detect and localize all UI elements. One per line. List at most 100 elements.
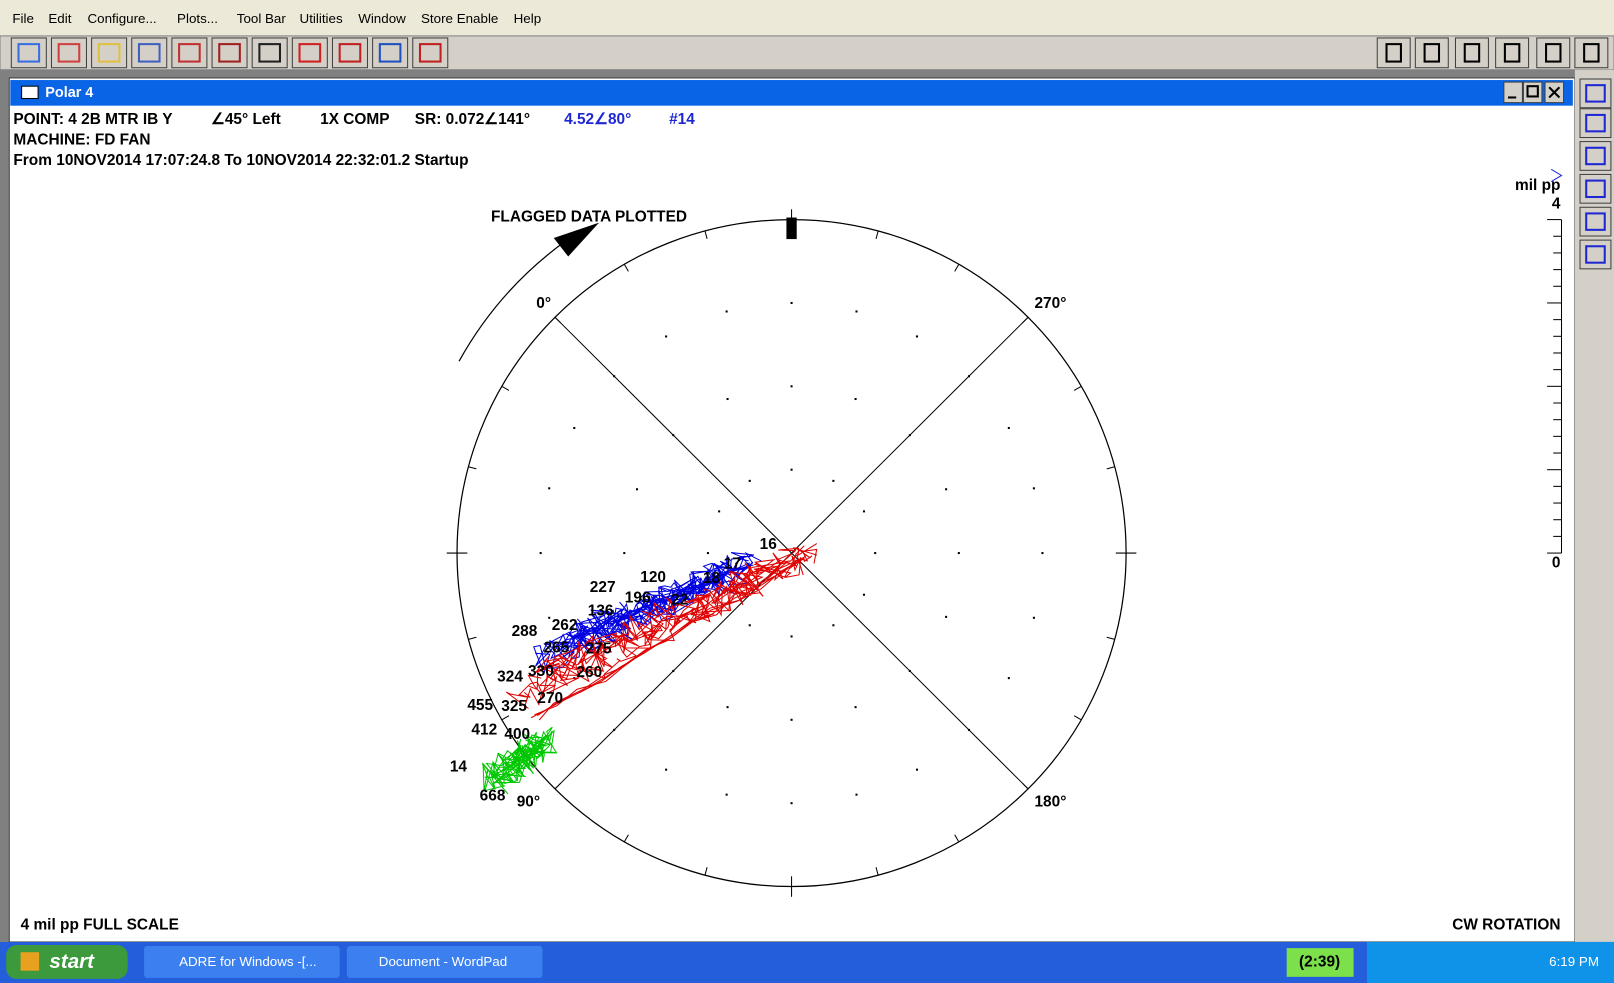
minimize-button[interactable] xyxy=(1503,81,1523,104)
axis-line xyxy=(554,316,1029,790)
grid-dot xyxy=(665,768,668,771)
grid-dot xyxy=(1032,487,1035,490)
point-label: 262 xyxy=(552,617,578,634)
trace xyxy=(570,562,730,639)
side-button[interactable] xyxy=(1579,78,1612,109)
side-button[interactable] xyxy=(1579,141,1612,171)
trace xyxy=(484,729,555,792)
circle-tick xyxy=(623,834,629,843)
tool-button[interactable] xyxy=(131,37,168,69)
scale-unit: mil pp xyxy=(1515,177,1560,194)
tool-button[interactable] xyxy=(331,37,368,69)
trace xyxy=(541,547,813,682)
point-label: 120 xyxy=(640,569,666,586)
grid-dot xyxy=(725,793,728,796)
menu-item[interactable]: Window xyxy=(358,11,406,26)
machine: MACHINE: FD FAN xyxy=(13,132,150,149)
grid-dot xyxy=(548,616,551,619)
plot-window xyxy=(8,77,1576,943)
scale-bar xyxy=(1547,219,1563,554)
circle-tick xyxy=(501,715,510,721)
grid-dot xyxy=(548,487,551,490)
circle-tick xyxy=(1021,782,1029,790)
point-label: 270 xyxy=(537,690,563,707)
circle-tick xyxy=(954,264,960,272)
tool-button[interactable] xyxy=(372,37,409,69)
point-name: POINT: 4 2B MTR IB Y xyxy=(13,111,173,128)
circle-tick xyxy=(623,264,629,272)
angle-label: 0° xyxy=(536,295,551,312)
grid-dot xyxy=(748,479,751,482)
flag-label: FLAGGED DATA PLOTTED xyxy=(491,209,687,226)
side-button[interactable] xyxy=(1579,173,1612,204)
side-button[interactable] xyxy=(1579,239,1612,270)
point-label: 18 xyxy=(703,570,721,587)
menu-item[interactable]: File xyxy=(12,11,34,26)
menu-item[interactable]: Help xyxy=(514,11,542,26)
grid-dot xyxy=(672,669,675,672)
tool-button[interactable] xyxy=(171,37,208,69)
tool-button[interactable] xyxy=(1414,37,1449,69)
mode: 1X COMP xyxy=(320,111,389,128)
menu-item[interactable]: Edit xyxy=(48,11,71,26)
task-button[interactable] xyxy=(346,946,543,978)
menu-item[interactable]: Store Enable xyxy=(421,11,498,26)
start-logo xyxy=(20,952,40,971)
point-label: 324 xyxy=(497,668,523,685)
tool-button[interactable] xyxy=(412,37,449,69)
tool-button[interactable] xyxy=(1536,37,1571,69)
clock: 6:19 PM xyxy=(1549,954,1599,969)
full-scale: 4 mil pp FULL SCALE xyxy=(21,917,179,934)
side-button[interactable] xyxy=(1579,206,1612,237)
side-button[interactable] xyxy=(1579,108,1612,139)
side-icon xyxy=(1585,84,1606,103)
point-label: 330 xyxy=(528,663,554,680)
grid-dot xyxy=(790,468,793,471)
grid-dot xyxy=(915,768,919,771)
tool-button[interactable] xyxy=(1454,37,1489,69)
grid-dot xyxy=(862,510,866,513)
task-button[interactable] xyxy=(144,946,340,978)
point-label: 400 xyxy=(504,726,530,743)
tool-button[interactable] xyxy=(1376,37,1411,69)
tool-button[interactable] xyxy=(10,37,47,69)
point-label: 260 xyxy=(576,664,602,681)
tool-button[interactable] xyxy=(211,37,248,69)
tool-button[interactable] xyxy=(50,37,87,69)
icon xyxy=(1526,85,1539,98)
grid-dot xyxy=(725,310,728,313)
menu-item[interactable]: Tool Bar xyxy=(237,11,287,26)
side-icon xyxy=(1585,179,1606,199)
point-label: 17 xyxy=(724,555,741,572)
grid-dot xyxy=(945,615,948,618)
scale-max: 4 xyxy=(1552,195,1561,212)
menu-item[interactable]: Plots... xyxy=(177,11,218,26)
grid-dot xyxy=(790,385,793,388)
scale-min: 0 xyxy=(1552,554,1561,571)
rotation-label: CW ROTATION xyxy=(1452,917,1560,934)
menu-item[interactable]: Configure... xyxy=(87,11,156,26)
tool-button[interactable] xyxy=(251,37,288,69)
side-icon xyxy=(1585,245,1606,264)
tool-button[interactable] xyxy=(91,37,128,69)
point-label: 455 xyxy=(467,697,493,714)
timer: (2:39) xyxy=(1299,954,1340,971)
polar-plot xyxy=(446,209,1137,897)
window-icon xyxy=(21,85,39,100)
tool-button[interactable] xyxy=(1495,37,1530,69)
tool-icon xyxy=(1463,43,1481,63)
circle-tick xyxy=(554,782,562,790)
trace xyxy=(538,554,808,721)
grid-dot xyxy=(862,593,866,596)
circle-tick xyxy=(468,466,477,470)
menu-item[interactable]: Utilities xyxy=(300,11,343,26)
grid-dot xyxy=(945,488,948,491)
tool-button[interactable] xyxy=(291,37,328,69)
grid-dot xyxy=(706,552,709,555)
circle-tick xyxy=(1106,466,1115,470)
trace xyxy=(527,543,818,694)
tool-button[interactable] xyxy=(1574,37,1609,69)
tool-icon xyxy=(378,43,402,63)
slow-roll: SR: 0.072∠141° xyxy=(415,111,530,128)
tool-icon xyxy=(1503,43,1521,63)
